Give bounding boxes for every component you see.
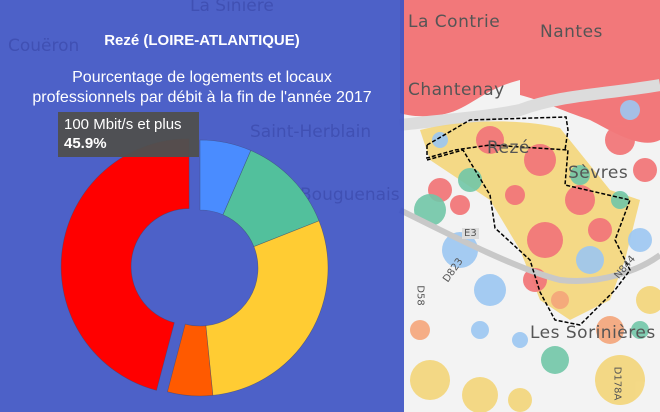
ghost-label: Saint-Herblain [250, 122, 372, 142]
donut-slice-2[interactable] [205, 220, 329, 396]
map-label-reze: Rezé [487, 138, 530, 158]
chart-tooltip: 100 Mbit/s et plus 45.9% [58, 112, 199, 157]
commune-stats-panel: La Sinière Couëron Saint-Herblain Bougue… [0, 0, 404, 412]
panel-subtitle: Pourcentage de logements et locaux profe… [32, 69, 372, 106]
tooltip-value: 45.9% [64, 135, 107, 152]
road-label-d178a: D178A [611, 366, 623, 401]
donut-slice-3[interactable] [167, 323, 214, 397]
ghost-label: Couëron [8, 36, 80, 56]
map-label-nantes: Nantes [540, 22, 603, 42]
map-label-la-contrie: La Contrie [408, 12, 501, 32]
road-label-d58: D58 [414, 285, 426, 306]
donut-slice-4[interactable] [60, 138, 190, 391]
ghost-label: Bouguenais [300, 185, 400, 205]
map-label-sevres: Sèvres [568, 163, 629, 183]
map-label-les-sorinieres: Les Sorinières [530, 323, 656, 343]
tooltip-label: 100 Mbit/s et plus [64, 116, 182, 133]
map-label-chantenay: Chantenay [408, 80, 505, 100]
road-label-e3: E3 [462, 228, 479, 239]
ghost-label: La Sinière [190, 0, 274, 16]
panel-title: Rezé (LOIRE-ATLANTIQUE) [104, 32, 300, 49]
donut-chart [60, 138, 329, 397]
